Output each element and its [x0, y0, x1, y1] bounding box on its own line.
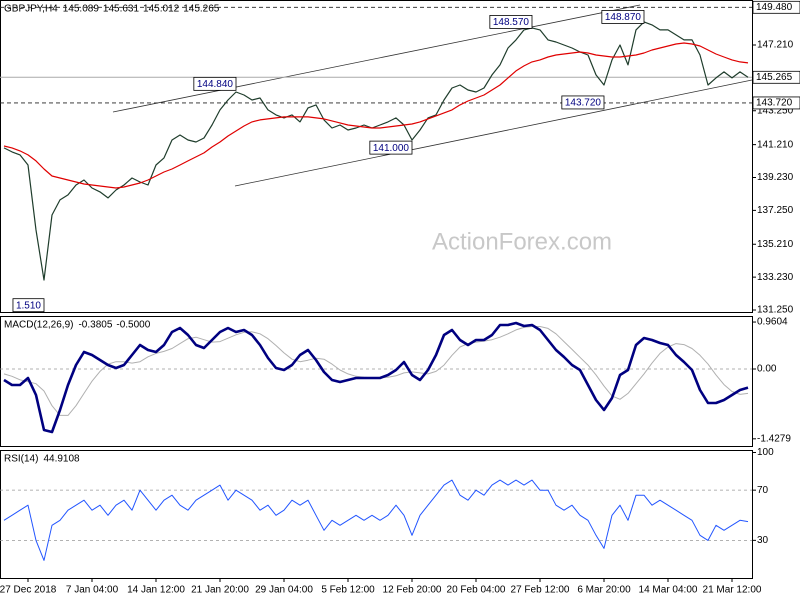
x-tick-label: 14 Jan 12:00	[127, 585, 185, 596]
y-tick-label: 137.250	[757, 205, 794, 216]
series-line	[3, 479, 749, 561]
y-tick-label: 141.210	[757, 139, 794, 150]
series-line	[3, 42, 749, 189]
header-value: -0.5000	[116, 320, 150, 331]
x-tick-label: 12 Feb 20:00	[383, 585, 442, 596]
price-panel	[0, 0, 753, 313]
y-tick-label: 100	[757, 447, 774, 458]
panel-title: MACD(12,26,9)	[4, 320, 73, 331]
watermark: ActionForex.com	[432, 228, 612, 255]
header-value: 145.089	[63, 4, 100, 15]
level-label: 149.480	[756, 2, 793, 13]
y-tick-label: -1.4279	[757, 433, 791, 444]
y-tick-label: 30	[757, 535, 769, 546]
last-price-label: 145.265	[756, 72, 793, 83]
y-tick-label: 143.250	[757, 105, 794, 116]
level-label-box	[752, 96, 800, 110]
annotation-label: 148.570	[493, 17, 530, 28]
annotation-box	[369, 140, 413, 155]
panel-title: RSI(14)	[4, 454, 38, 465]
annotation-label: 141.000	[373, 143, 410, 154]
x-tick-label: 27 Feb 12:00	[511, 585, 570, 596]
x-tick-label: 21 Mar 12:00	[703, 585, 762, 596]
rsi-panel	[0, 450, 753, 579]
annotation-box	[561, 95, 605, 110]
channel-lower	[234, 79, 753, 187]
annotation-box	[12, 298, 45, 313]
header-value: 145.012	[143, 4, 180, 15]
level-label: 143.720	[756, 98, 793, 109]
y-tick-label: 0.00	[757, 364, 777, 375]
x-tick-label: 7 Jan 04:00	[66, 585, 119, 596]
y-tick-label: 0.9604	[757, 317, 788, 328]
y-tick-label: 139.230	[757, 172, 794, 183]
series-line	[3, 321, 749, 434]
y-tick-label: 133.230	[757, 272, 794, 283]
annotation-box	[601, 10, 645, 24]
y-tick-label: 147.210	[757, 40, 794, 51]
x-tick-label: 21 Jan 20:00	[191, 585, 249, 596]
channel-upper	[112, 4, 641, 113]
y-tick-label: 131.250	[757, 305, 794, 316]
header-value: 44.9108	[43, 454, 80, 465]
header-value: -0.3805	[78, 320, 112, 331]
annotation-box	[489, 15, 533, 29]
x-tick-label: 29 Jan 04:00	[255, 585, 313, 596]
panel-title: GBPJPY,H4	[4, 4, 58, 15]
series-line	[3, 326, 749, 416]
x-tick-label: 14 Mar 04:00	[639, 585, 698, 596]
series-line	[3, 21, 749, 281]
annotation-label: 1.510	[16, 300, 41, 311]
annotation-box	[193, 76, 237, 91]
y-tick-label: 135.210	[757, 239, 794, 250]
x-tick-label: 27 Dec 2018	[0, 585, 57, 596]
x-tick-label: 20 Feb 04:00	[447, 585, 506, 596]
header-value: 145.631	[103, 4, 140, 15]
x-tick-label: 6 Mar 20:00	[577, 585, 631, 596]
level-label-box	[752, 0, 800, 14]
x-tick-label: 5 Feb 12:00	[321, 585, 375, 596]
last-price-box	[752, 70, 800, 84]
header-value: 145.265	[183, 4, 220, 15]
y-tick-label: 70	[757, 485, 769, 496]
macd-panel	[0, 316, 753, 447]
annotation-label: 143.720	[565, 98, 602, 109]
annotation-label: 144.840	[197, 79, 234, 90]
annotation-label: 148.870	[605, 12, 642, 23]
